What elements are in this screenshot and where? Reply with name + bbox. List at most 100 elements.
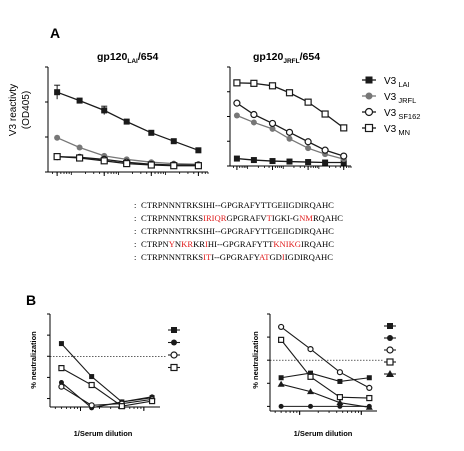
conserved-residues: IGDIRQAHC <box>285 252 333 262</box>
conserved-residues: I--GPGRAFY <box>211 252 259 262</box>
chart1-data-point <box>194 162 202 170</box>
mismatch-residues: Y <box>169 239 175 249</box>
chart4-data-point <box>278 403 284 409</box>
chart1-data-point <box>170 162 178 170</box>
chart2-data-point <box>268 82 277 90</box>
chart4-data-point <box>336 399 344 406</box>
chart1-data-point <box>170 138 177 145</box>
svg-text:V3 reactivty: V3 reactivty <box>8 84 19 136</box>
chart3-data-point <box>58 379 64 385</box>
mismatch-residues: IT <box>203 252 212 262</box>
chart4-data-point <box>336 369 344 376</box>
legend-marker <box>387 323 393 329</box>
conserved-residues: CTRPNNNTRKSIHI--GPGRAFYTTGEIIGDIRQAHC <box>141 226 334 236</box>
alignment-row-sequence: CTRPNNNTRKSIHI--GPGRAFYTTGEIIGDIRQAHC <box>141 226 334 236</box>
legend-label: V3 LAI <box>384 76 410 89</box>
chart2-data-point <box>233 112 240 119</box>
mismatch-residues: NM <box>299 213 313 223</box>
chart2-data-point <box>269 125 276 132</box>
chart3-plot <box>47 313 166 411</box>
legend-marker <box>170 363 178 372</box>
mismatch-residues: AT <box>259 252 270 262</box>
chart3-data-point <box>88 381 95 389</box>
svg-text:% neutralization: % neutralization <box>29 331 38 389</box>
chart4-series-line <box>280 383 370 408</box>
chart4-data-point <box>308 370 314 376</box>
chart2-data-point <box>305 145 312 152</box>
chart4-data-point <box>278 336 285 343</box>
chart2-data-point <box>321 146 329 154</box>
conserved-residues: IGKI-G <box>272 213 299 223</box>
mismatch-residues: IRIQR <box>203 213 227 223</box>
chart3-legend <box>168 327 180 372</box>
chart1-title: gp120LAI/654 <box>97 51 158 65</box>
chart4-data-point <box>336 394 344 401</box>
chart4-data-point <box>307 388 315 395</box>
conserved-residues: GPGRAFV <box>226 213 267 223</box>
legend-marker <box>364 123 374 133</box>
conserved-residues: HI--GPGRAFYTT <box>208 239 274 249</box>
alignment-row-sequence: CTRPNNNTRKSITI--GPGRAFYATGDIIGDIRQAHC <box>141 252 333 262</box>
conserved-residues: KR <box>193 239 205 249</box>
chart1-data-point <box>101 107 108 114</box>
chart2-data-point <box>250 79 258 87</box>
chart4-data-point <box>337 378 343 384</box>
conserved-residues: CTRPNNNTRKSIHI--GPGRAFYTTGEIIGDIRQAHC <box>141 200 334 210</box>
chart2-data-point <box>304 138 312 146</box>
chart1-data-point <box>123 160 131 168</box>
chart2-data-point <box>285 89 294 97</box>
legend-marker <box>171 339 177 346</box>
chart3-series-line <box>61 386 153 406</box>
chart1-data-point <box>123 118 130 125</box>
chart3-series-line <box>61 343 153 403</box>
chart4-data-point <box>366 384 373 392</box>
chart3-data-point <box>89 374 95 380</box>
panel-label-b: B <box>26 292 36 308</box>
conserved-residues: CTRPNNNTRKS <box>141 213 203 223</box>
chart2-data-point <box>286 158 293 165</box>
chart2-data-point <box>285 128 294 136</box>
mismatch-residues: I <box>205 239 208 249</box>
chart1-ylabel-unit: (OD405) <box>21 91 32 129</box>
chart1-data-point <box>75 154 84 162</box>
chart2-data-point <box>322 159 329 166</box>
legend-marker <box>364 107 374 117</box>
panel-label-a: A <box>50 25 60 41</box>
chart3-xlabel: 1/Serum dilution <box>74 429 133 438</box>
chart2-data-point <box>321 110 329 118</box>
conserved-residues: CTRPN <box>141 239 169 249</box>
chart3-data-point <box>148 397 156 405</box>
chart4-legend <box>384 323 396 377</box>
chart4-plot <box>267 313 383 415</box>
legend-label: V3 SF162 <box>384 108 420 121</box>
chart1-data-point <box>195 147 202 154</box>
legend-marker <box>365 92 373 100</box>
chart1-data-point <box>100 157 108 165</box>
legend-marker <box>386 370 394 377</box>
chart2-data-point <box>233 155 240 162</box>
chart1-data-point <box>54 134 61 141</box>
legend-marker <box>387 335 393 341</box>
sequence-alignment: : CTRPNNNTRKSIHI--GPGRAFYTTGEIIGDIRQAHC: C… <box>134 200 343 262</box>
chart2-legend: V3 LAI V3 JRFL V3 SF162 V3 MN <box>362 76 420 137</box>
svg-text:(OD405): (OD405) <box>21 91 32 129</box>
legend-marker <box>171 327 177 333</box>
chart2-data-point <box>268 119 277 128</box>
alignment-row-colon: : <box>134 239 136 249</box>
mismatch-residues: I <box>282 252 285 262</box>
chart2-data-point <box>233 79 241 87</box>
conserved-residues: GD <box>269 252 281 262</box>
chart1-data-point <box>148 129 155 136</box>
chart2-data-point <box>250 110 258 119</box>
chart4-data-point <box>365 403 373 410</box>
chart1-data-point <box>76 144 83 151</box>
chart4-data-point <box>278 323 285 331</box>
chart2-data-point <box>304 98 312 106</box>
chart1-data-point <box>76 97 83 104</box>
conserved-residues: CTRPNNNTRKS <box>141 252 203 262</box>
mismatch-residues: KR <box>181 239 193 249</box>
chart1-data-point <box>147 161 155 169</box>
legend-marker <box>386 346 394 354</box>
chart2-data-point <box>286 135 293 142</box>
